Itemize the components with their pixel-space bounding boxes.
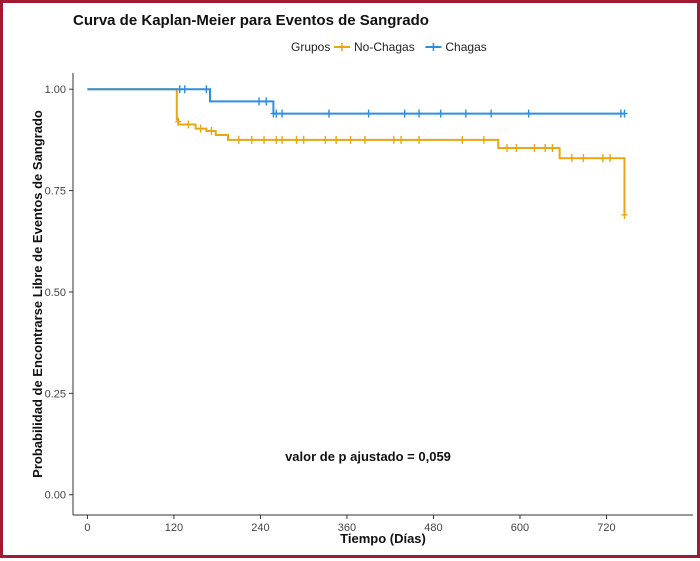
- y-tick-label: 0.25: [45, 388, 66, 400]
- x-ticks: 0 120 240 360 480 600 720: [84, 515, 616, 534]
- y-tick-label: 0.00: [45, 490, 66, 502]
- p-value-annotation: valor de p ajustado = 0,059: [285, 449, 451, 464]
- y-axis-title: Probabilidad de Encontrarse Libre de Eve…: [30, 110, 45, 478]
- legend-label-chagas: Chagas: [445, 40, 486, 54]
- legend: Grupos No-Chagas Chagas: [291, 40, 487, 54]
- legend-label-no-chagas: No-Chagas: [354, 40, 415, 54]
- x-tick-label: 480: [424, 522, 442, 534]
- x-tick-label: 600: [511, 522, 529, 534]
- series-no-chagas: [87, 88, 628, 219]
- x-tick-label: 360: [338, 522, 356, 534]
- series-layer: [87, 85, 628, 219]
- legend-title: Grupos: [291, 40, 330, 54]
- x-tick-label: 240: [251, 522, 269, 534]
- y-ticks: 0.00 0.25 0.50 0.75 1.00: [45, 84, 73, 502]
- km-curve-no-chagas: [87, 88, 626, 215]
- km-curve-chagas: [87, 88, 625, 115]
- x-tick-label: 120: [165, 522, 183, 534]
- y-tick-label: 0.75: [45, 186, 66, 198]
- x-axis-title: Tiempo (Días): [340, 531, 426, 546]
- chart-title: Curva de Kaplan-Meier para Eventos de Sa…: [73, 12, 429, 29]
- axes: [72, 73, 693, 516]
- y-tick-label: 1.00: [45, 84, 66, 96]
- x-tick-label: 0: [84, 522, 90, 534]
- kaplan-meier-chart: Curva de Kaplan-Meier para Eventos de Sa…: [30, 12, 693, 546]
- series-chagas: [87, 85, 628, 118]
- x-tick-label: 720: [597, 522, 615, 534]
- y-tick-label: 0.50: [45, 287, 66, 299]
